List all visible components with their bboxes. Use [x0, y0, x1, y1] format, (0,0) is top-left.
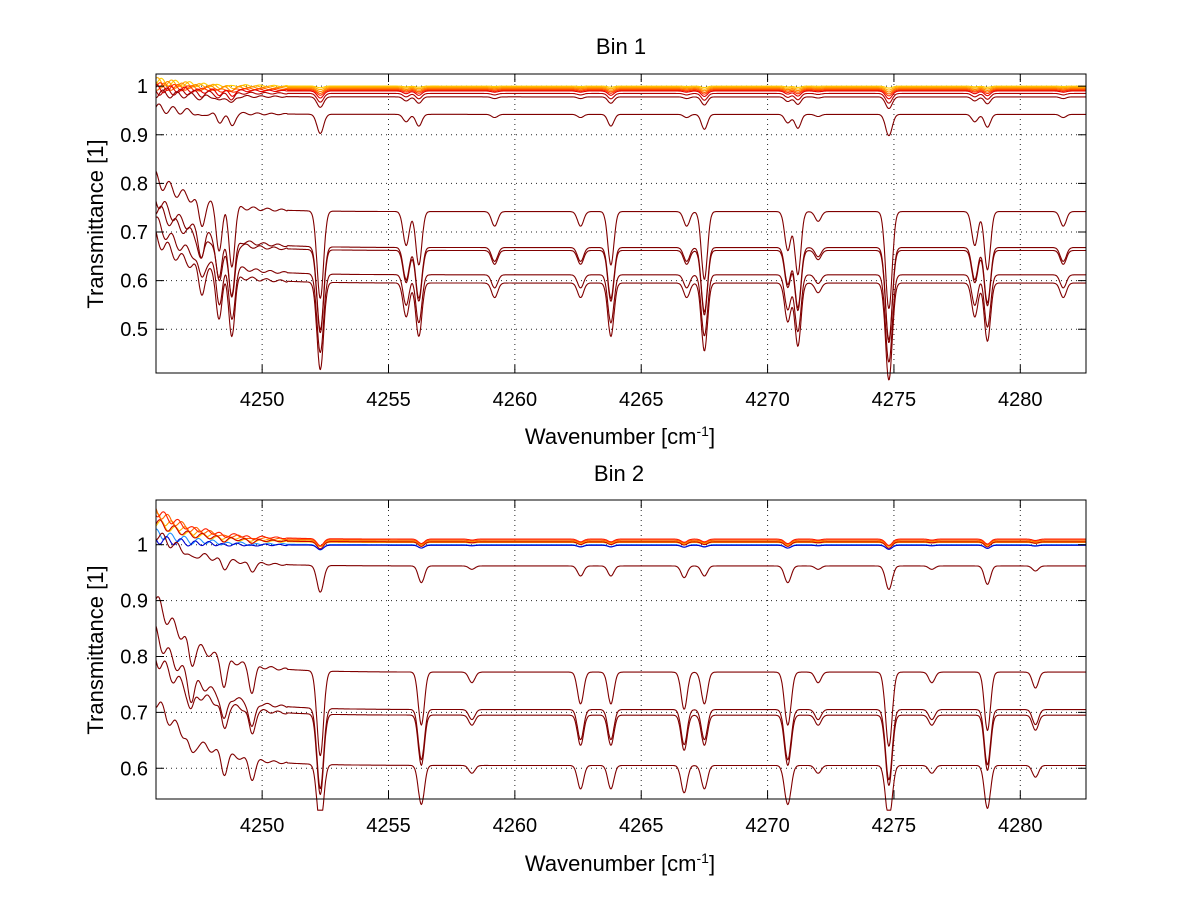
x-ticks: 4250 4255 4260 4265 4270 4275 4280	[240, 500, 1043, 837]
series-line	[155, 103, 1086, 137]
x-tick-label: 4265	[619, 389, 664, 411]
y-tick-label: 0.7	[120, 702, 148, 724]
x-axis-label-end: ]	[709, 424, 715, 449]
chart-bin-1: Bin 1 4250 4255 4260 4265 4270 4275 4280 0.50.…	[83, 34, 1087, 449]
x-tick-label: 4260	[493, 815, 538, 837]
series-line	[155, 77, 1086, 89]
series-line	[155, 77, 1086, 91]
y-tick-label: 0.7	[120, 222, 148, 244]
series-line	[155, 200, 1086, 341]
series-line	[155, 170, 1086, 309]
x-axis-label-exponent: -1	[697, 850, 710, 866]
y-tick-label: 0.9	[120, 125, 148, 147]
series-line	[155, 89, 1086, 110]
series-line	[155, 82, 1086, 95]
series-line	[155, 536, 1086, 551]
y-ticks: 0.6 0.7 0.8 0.9 1	[120, 535, 1086, 780]
x-tick-label: 4250	[240, 815, 285, 837]
series-line	[155, 82, 1086, 97]
y-tick-label: 1	[137, 535, 148, 557]
x-tick-label: 4255	[366, 815, 411, 837]
y-ticks: 0.5 0.6 0.7 0.8 0.9 1	[120, 76, 1086, 341]
y-tick-label: 0.6	[120, 271, 148, 293]
series-line	[155, 625, 1086, 790]
x-ticks: 4250 4255 4260 4265 4270 4275 4280	[240, 74, 1043, 411]
x-axis-label-end: ]	[709, 851, 715, 876]
series-lines	[155, 77, 1086, 381]
series-line	[155, 87, 1086, 104]
series-line	[156, 83, 1086, 100]
x-axis-label: Wavenumber [cm-1]	[525, 850, 715, 876]
x-tick-label: 4275	[872, 815, 917, 837]
x-tick-label: 4280	[998, 389, 1043, 411]
y-tick-label: 0.6	[120, 758, 148, 780]
x-tick-label: 4265	[619, 815, 664, 837]
x-axis-label: Wavenumber [cm-1]	[525, 423, 715, 449]
x-tick-label: 4250	[240, 389, 285, 411]
x-tick-label: 4270	[745, 815, 790, 837]
x-axis-label-exponent: -1	[697, 423, 710, 439]
chart-bin-2: Bin 2 4250 4255 4260 4265 4270 4275 4280 0.60.…	[83, 461, 1087, 876]
y-axis-label: Transmittance [1]	[83, 565, 108, 734]
y-axis-label: Transmittance [1]	[83, 139, 108, 308]
y-tick-label: 0.9	[120, 591, 148, 613]
series-line	[155, 205, 1086, 343]
series-line	[155, 659, 1086, 795]
chart-title: Bin 1	[596, 34, 646, 59]
series-line	[155, 508, 1086, 547]
x-axis-label-main: Wavenumber [cm	[525, 424, 697, 449]
series-line	[155, 511, 1086, 547]
series-line	[155, 532, 1086, 593]
series-line	[155, 80, 1086, 93]
plot-frame	[155, 499, 1087, 800]
chart-title: Bin 2	[594, 461, 644, 486]
x-tick-label: 4255	[366, 389, 411, 411]
series-lines	[155, 508, 1086, 811]
y-tick-label: 1	[137, 76, 148, 98]
series-line	[155, 216, 1086, 363]
y-tick-label: 0.8	[120, 173, 148, 195]
x-tick-label: 4270	[745, 389, 790, 411]
x-axis-label-main: Wavenumber [cm	[525, 851, 697, 876]
series-line	[155, 519, 1086, 550]
x-tick-label: 4260	[493, 389, 538, 411]
x-tick-label: 4275	[872, 389, 917, 411]
series-line	[155, 701, 1086, 811]
plot-frame	[155, 73, 1087, 374]
x-tick-label: 4280	[998, 815, 1043, 837]
y-tick-label: 0.8	[120, 646, 148, 668]
y-tick-label: 0.5	[120, 319, 148, 341]
series-line	[155, 596, 1086, 757]
series-line	[155, 231, 1086, 381]
